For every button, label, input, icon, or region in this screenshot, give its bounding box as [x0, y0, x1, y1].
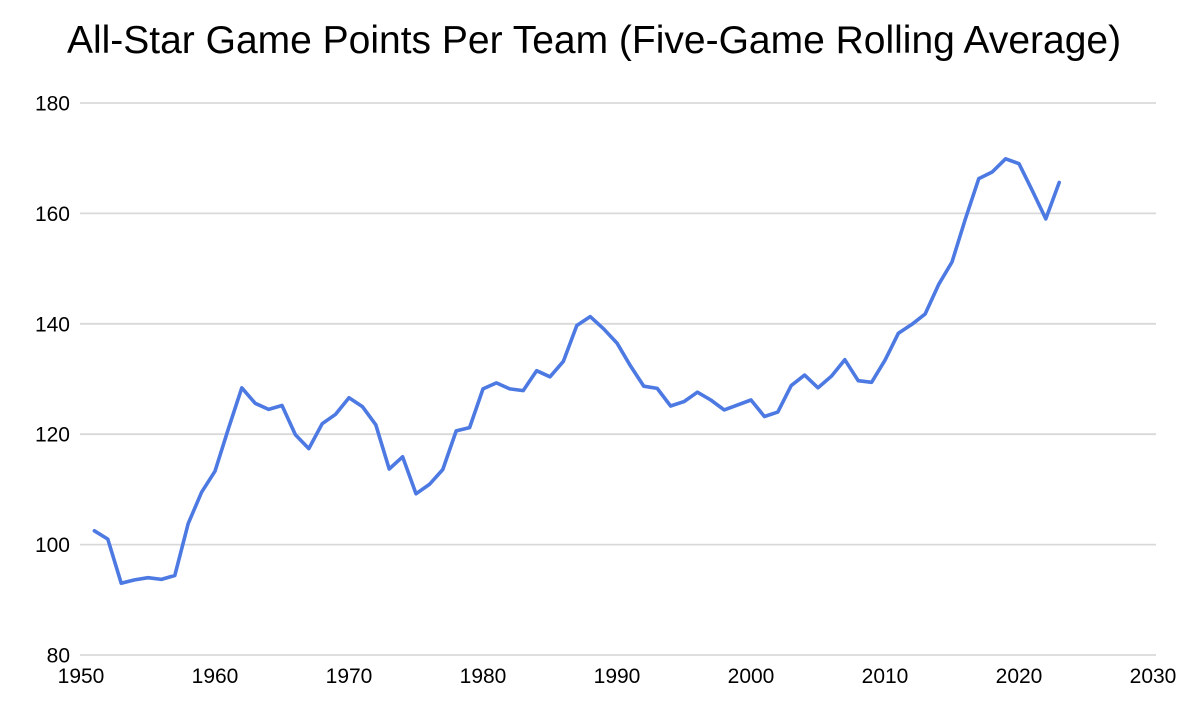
x-tick-label: 1950	[58, 665, 105, 688]
x-tick-label: 1990	[594, 665, 641, 688]
y-tick-label: 140	[35, 313, 70, 336]
y-tick-label: 100	[35, 534, 70, 557]
y-tick-label: 80	[47, 645, 70, 668]
x-tick-label: 1970	[326, 665, 373, 688]
y-tick-label: 160	[35, 203, 70, 226]
x-tick-label: 1960	[192, 665, 239, 688]
y-tick-label: 120	[35, 424, 70, 447]
x-tick-label: 2000	[728, 665, 775, 688]
data-line-series	[92, 157, 1061, 586]
y-tick-label: 180	[35, 93, 70, 116]
x-tick-label: 1980	[460, 665, 507, 688]
chart-title: All-Star Game Points Per Team (Five-Game…	[66, 19, 1122, 62]
x-tick-label: 2030	[1130, 665, 1177, 688]
x-tick-label: 2010	[862, 665, 909, 688]
x-tick-label: 2020	[996, 665, 1043, 688]
